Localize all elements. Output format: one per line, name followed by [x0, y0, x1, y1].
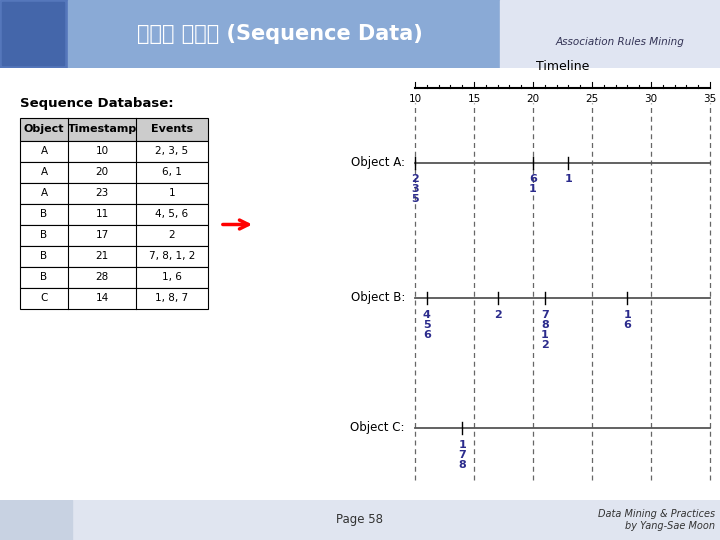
Text: 1: 1: [529, 185, 537, 194]
Bar: [20, 287, 208, 308]
Text: 2: 2: [411, 174, 419, 185]
Bar: [68, 0, 500, 68]
Text: B: B: [40, 272, 48, 282]
Text: Association Rules Mining: Association Rules Mining: [556, 37, 685, 48]
Text: C: C: [40, 293, 48, 303]
Text: 5: 5: [411, 194, 419, 205]
Text: 8: 8: [459, 460, 466, 469]
Text: Object B:: Object B:: [351, 291, 405, 304]
Text: 4: 4: [423, 309, 431, 320]
Text: A: A: [40, 167, 48, 177]
Text: 6, 1: 6, 1: [162, 167, 182, 177]
Text: B: B: [40, 209, 48, 219]
Text: Timeline: Timeline: [536, 60, 589, 73]
Text: 1, 6: 1, 6: [162, 272, 182, 282]
Text: 5: 5: [423, 320, 431, 329]
Text: B: B: [40, 230, 48, 240]
Text: 1: 1: [168, 188, 175, 198]
Text: 4, 5, 6: 4, 5, 6: [156, 209, 189, 219]
Text: Page 58: Page 58: [336, 513, 384, 526]
Bar: [500, 0, 720, 68]
Text: Object: Object: [24, 124, 64, 134]
Text: Data Mining & Practices
by Yang-Sae Moon: Data Mining & Practices by Yang-Sae Moon: [598, 509, 715, 530]
Bar: [20, 267, 208, 287]
Bar: [20, 204, 208, 225]
Bar: [20, 246, 208, 267]
Text: 30: 30: [644, 94, 657, 105]
Text: 7: 7: [541, 309, 549, 320]
Text: Events: Events: [151, 124, 193, 134]
Text: 1: 1: [564, 174, 572, 185]
Text: 7, 8, 1, 2: 7, 8, 1, 2: [149, 251, 195, 261]
Text: A: A: [40, 188, 48, 198]
Text: 1: 1: [459, 440, 466, 449]
Text: 23: 23: [95, 188, 109, 198]
Text: 1, 8, 7: 1, 8, 7: [156, 293, 189, 303]
Text: 시퀀스 데이터 (Sequence Data): 시퀀스 데이터 (Sequence Data): [137, 24, 423, 44]
Bar: [20, 118, 208, 140]
Text: B: B: [40, 251, 48, 261]
Text: 2: 2: [494, 309, 501, 320]
Text: 6: 6: [529, 174, 537, 185]
Text: 10: 10: [96, 146, 109, 156]
Text: 14: 14: [95, 293, 109, 303]
Text: Sequence Database:: Sequence Database:: [20, 98, 174, 111]
Text: 3: 3: [411, 185, 419, 194]
Text: Object C:: Object C:: [351, 421, 405, 434]
Text: 2, 3, 5: 2, 3, 5: [156, 146, 189, 156]
Bar: [0, 500, 72, 540]
Bar: [20, 225, 208, 246]
Text: 10: 10: [408, 94, 422, 105]
Bar: [2, 2, 64, 65]
Bar: [20, 140, 208, 161]
Text: 20: 20: [96, 167, 109, 177]
Text: 2: 2: [541, 340, 549, 349]
Bar: [20, 161, 208, 183]
Text: 28: 28: [95, 272, 109, 282]
Text: 17: 17: [95, 230, 109, 240]
Text: 7: 7: [459, 449, 466, 460]
Text: A: A: [40, 146, 48, 156]
Text: 8: 8: [541, 320, 549, 329]
Text: Timestamp: Timestamp: [68, 124, 137, 134]
Text: 1: 1: [624, 309, 631, 320]
Bar: [20, 183, 208, 204]
Text: 6: 6: [624, 320, 631, 329]
Text: 20: 20: [526, 94, 539, 105]
Text: 35: 35: [703, 94, 716, 105]
Text: Object A:: Object A:: [351, 156, 405, 169]
Text: 6: 6: [423, 329, 431, 340]
Text: 2: 2: [168, 230, 175, 240]
Text: 25: 25: [585, 94, 598, 105]
Text: 21: 21: [95, 251, 109, 261]
Text: 15: 15: [467, 94, 481, 105]
Bar: [0, 0, 68, 68]
Text: 1: 1: [541, 329, 549, 340]
Text: 11: 11: [95, 209, 109, 219]
